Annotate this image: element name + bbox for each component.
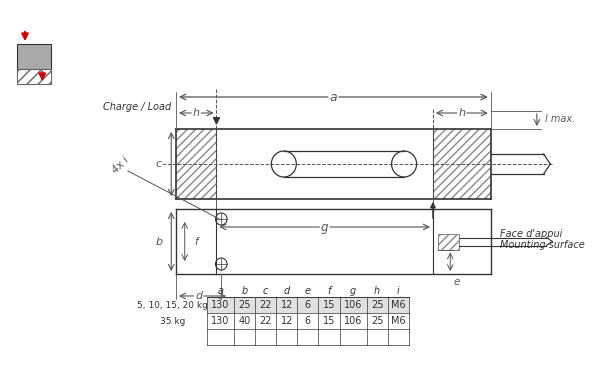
Text: a: a: [329, 91, 337, 104]
Bar: [17, 44, 51, 69]
Text: d: d: [284, 286, 290, 296]
Text: 40: 40: [238, 316, 250, 326]
Bar: [438, 233, 459, 249]
Text: h: h: [193, 108, 200, 118]
Text: Charge / Load: Charge / Load: [103, 102, 171, 112]
Text: 25: 25: [238, 300, 251, 310]
Text: 130: 130: [211, 300, 230, 310]
Text: 12: 12: [281, 316, 293, 326]
Text: i: i: [397, 286, 400, 296]
Text: g: g: [350, 286, 356, 296]
Text: 15: 15: [323, 300, 335, 310]
Text: 130: 130: [211, 316, 230, 326]
Text: d: d: [195, 291, 202, 301]
Text: h: h: [374, 286, 380, 296]
Text: Face d'appui: Face d'appui: [500, 229, 563, 239]
Text: 22: 22: [259, 300, 272, 310]
Text: g: g: [321, 221, 328, 233]
Text: 22: 22: [259, 316, 272, 326]
Bar: [207, 297, 409, 313]
Text: 4x i: 4x i: [110, 155, 130, 175]
Bar: [176, 129, 217, 199]
Text: a: a: [217, 286, 223, 296]
Text: c: c: [263, 286, 268, 296]
Text: b: b: [241, 286, 247, 296]
Text: b: b: [155, 236, 163, 246]
Text: e: e: [305, 286, 311, 296]
Text: e: e: [453, 277, 460, 287]
Text: l max.: l max.: [545, 114, 575, 124]
Text: 6: 6: [305, 300, 311, 310]
Text: 106: 106: [344, 300, 362, 310]
Bar: [17, 69, 51, 84]
Text: 15: 15: [323, 316, 335, 326]
Text: 25: 25: [371, 316, 383, 326]
Text: M6: M6: [391, 300, 406, 310]
Text: c: c: [155, 159, 162, 169]
Text: 5, 10, 15, 20 kg: 5, 10, 15, 20 kg: [137, 300, 208, 310]
Bar: [433, 129, 491, 199]
Text: 12: 12: [281, 300, 293, 310]
Text: M6: M6: [391, 316, 406, 326]
Text: h: h: [458, 108, 466, 118]
Text: 6: 6: [305, 316, 311, 326]
Text: 106: 106: [344, 316, 362, 326]
Text: 25: 25: [371, 300, 383, 310]
Text: f: f: [194, 236, 198, 246]
Text: Mounting surface: Mounting surface: [500, 240, 585, 250]
Text: f: f: [328, 286, 331, 296]
Text: 35 kg: 35 kg: [160, 316, 185, 325]
